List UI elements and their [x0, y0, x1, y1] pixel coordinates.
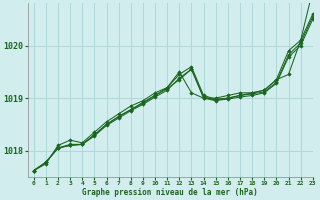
X-axis label: Graphe pression niveau de la mer (hPa): Graphe pression niveau de la mer (hPa) [82, 188, 258, 197]
